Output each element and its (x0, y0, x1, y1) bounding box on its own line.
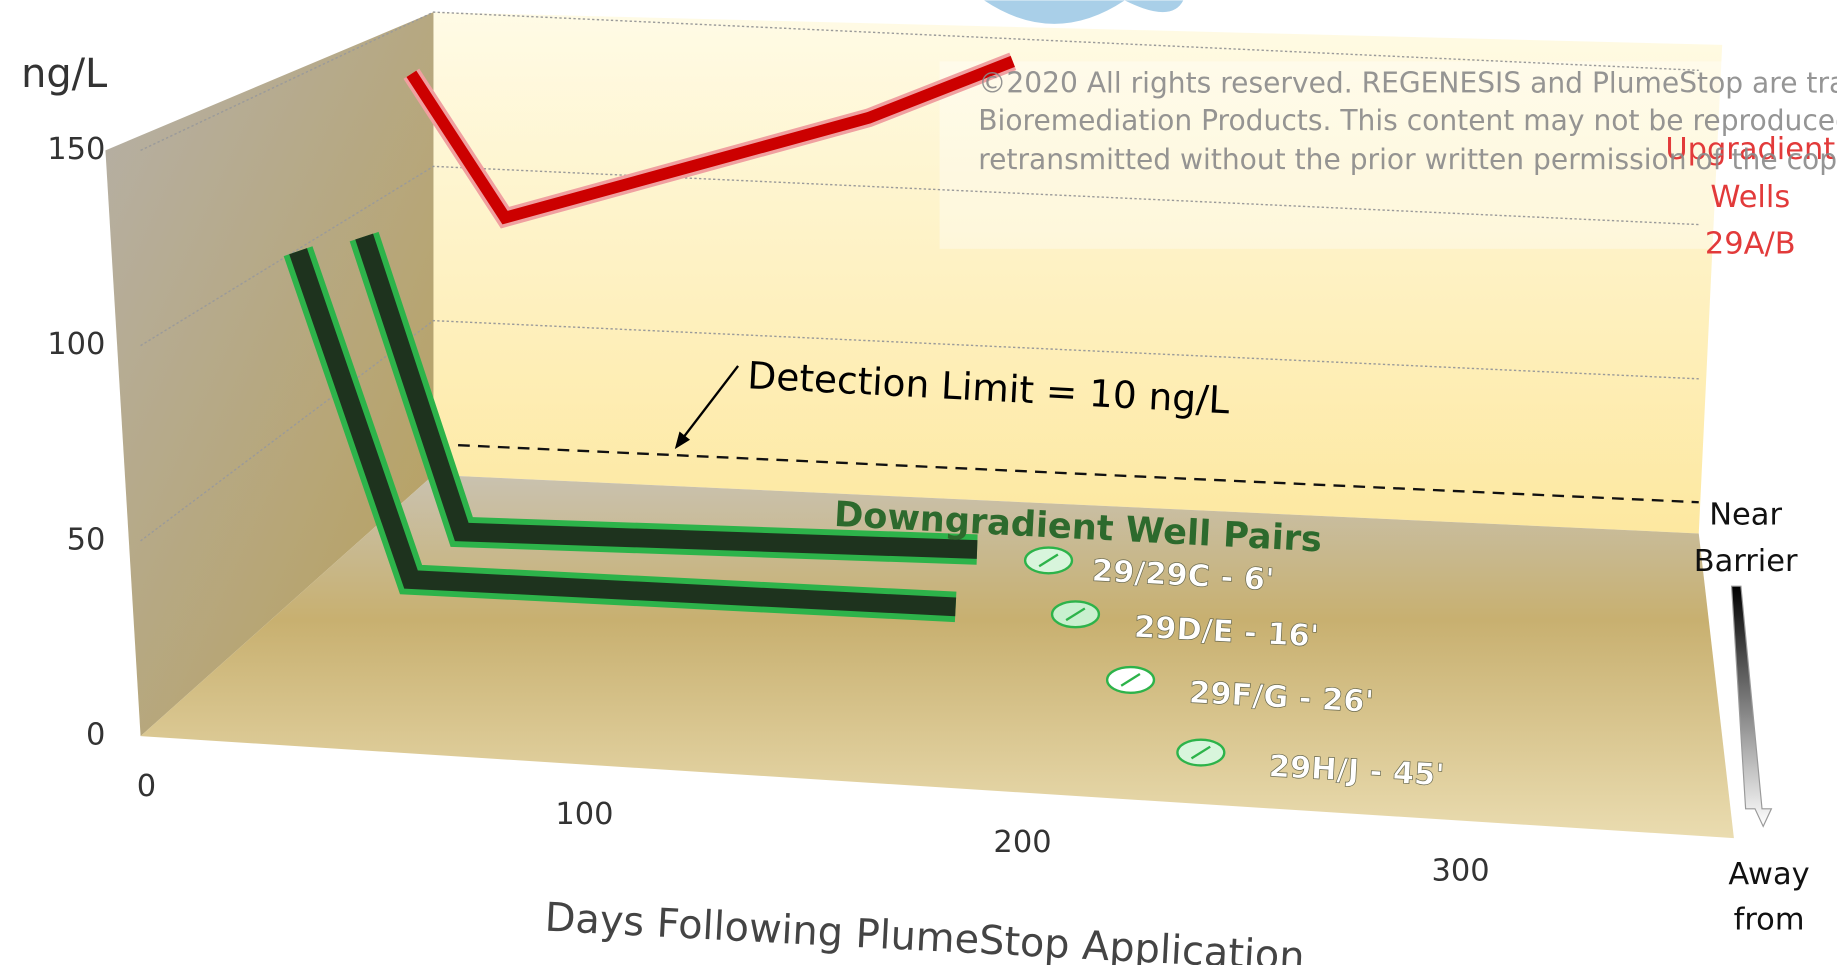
y-axis-label: ng/L (21, 51, 107, 97)
side-wall (105, 12, 434, 737)
y-tick-label: 0 (86, 718, 105, 753)
y-tick-label: 100 (47, 327, 105, 362)
legend-marker-slash (1120, 673, 1141, 687)
grid-line (140, 319, 1699, 542)
pointer-head (674, 431, 691, 450)
watermark: ©2020 All rights reserved. REGENESIS and… (978, 67, 1837, 100)
reference-line (458, 443, 1699, 504)
series-line (289, 248, 957, 617)
depth-label: Away (1728, 857, 1809, 892)
watermark: retransmitted without the prior written … (978, 143, 1837, 176)
annotation: Upgradient (1665, 132, 1835, 167)
pointer (676, 365, 740, 447)
annotation: 29A/B (1705, 227, 1796, 262)
x-axis-label: Days Following PlumeStop Application (544, 895, 1306, 965)
depth-arrow (1730, 585, 1773, 828)
y-tick-label: 150 (47, 132, 105, 167)
x-tick-label: 100 (555, 797, 613, 832)
floor (140, 474, 1734, 839)
watermark: Bioremediation Products. This content ma… (978, 104, 1837, 137)
x-tick-label: 300 (1431, 853, 1489, 888)
legend-label: 29D/E - 16' (1133, 610, 1320, 655)
legend-marker-slash (1065, 607, 1086, 622)
depth-label: Barrier (1694, 544, 1798, 579)
depth-label: from (1734, 903, 1805, 938)
depth-label: Near (1709, 497, 1782, 532)
watermark-box (939, 61, 1837, 249)
legend-marker-slash (1038, 553, 1059, 568)
legend-marker-slash (1190, 745, 1211, 760)
annotation: Wells (1710, 180, 1790, 215)
y-tick-label: 50 (67, 522, 106, 557)
grid-line (140, 11, 1699, 151)
x-tick-label: 0 (137, 769, 156, 804)
series-line (406, 55, 1015, 225)
grid-line (140, 165, 1699, 347)
series-line (355, 233, 978, 559)
logo-fragment (984, 0, 1184, 24)
x-tick-label: 200 (993, 825, 1051, 860)
